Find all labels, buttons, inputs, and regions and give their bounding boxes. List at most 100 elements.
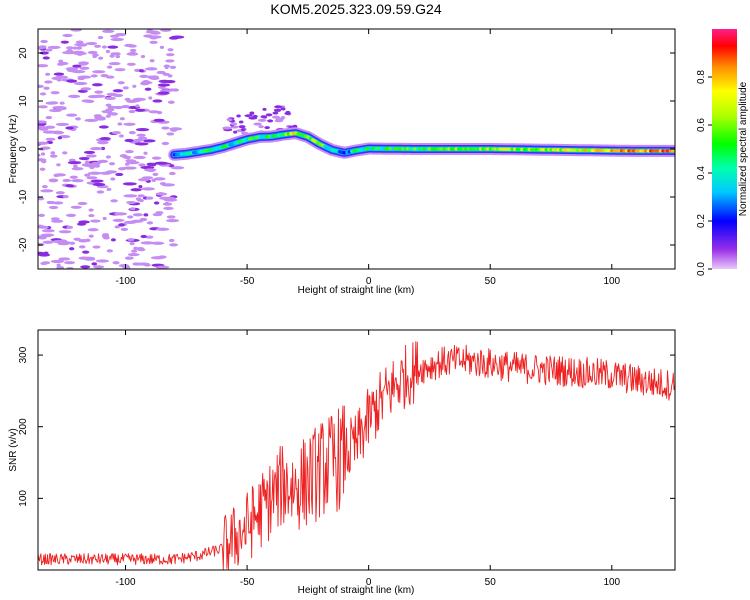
noise-blob — [115, 172, 124, 177]
noise-blob — [133, 138, 144, 143]
noise-blob — [164, 65, 169, 70]
noise-blob — [129, 48, 137, 53]
noise-blob — [105, 155, 111, 159]
noise-blob — [107, 45, 119, 49]
noise-blob — [140, 165, 155, 170]
noise-blob — [66, 113, 78, 117]
noise-blob — [85, 154, 97, 158]
snr-y-tick-label: 100 — [18, 490, 29, 507]
noise-blob — [99, 171, 112, 175]
noise-blob — [88, 208, 94, 212]
noise-blob — [62, 178, 72, 183]
noise-blob — [157, 91, 170, 95]
noise-blob — [40, 92, 47, 96]
colorbar-tick-label: 0.6 — [696, 118, 707, 132]
noise-blob — [50, 91, 60, 95]
noise-blob — [152, 212, 163, 217]
noise-blob — [230, 122, 238, 126]
noise-blob — [90, 219, 101, 223]
noise-blob — [38, 225, 49, 229]
noise-blob — [106, 65, 113, 69]
noise-blob — [80, 87, 92, 91]
noise-blob — [57, 136, 62, 140]
noise-blob — [96, 117, 106, 121]
noise-blob — [97, 159, 109, 163]
noise-blob — [72, 46, 77, 50]
noise-blob — [87, 228, 99, 232]
noise-blob — [140, 54, 146, 59]
spectrogram-y-ticks: -20 -10 0 10 20 — [18, 47, 675, 252]
noise-blob — [82, 250, 90, 254]
snr-x-tick-label: -100 — [116, 577, 136, 588]
noise-blob — [48, 205, 59, 210]
noise-blob — [44, 80, 53, 84]
noise-blob — [87, 50, 98, 55]
noise-blob — [112, 89, 124, 93]
noise-blob — [138, 69, 145, 73]
noise-blob — [88, 234, 94, 238]
noise-blob — [100, 146, 106, 151]
noise-blob — [117, 122, 123, 126]
noise-blob — [124, 43, 135, 48]
noise-blob — [149, 59, 155, 63]
noise-blob — [136, 133, 146, 137]
noise-blob — [105, 75, 115, 79]
noise-blob — [45, 72, 51, 76]
noise-blob — [167, 100, 175, 104]
noise-blob — [59, 101, 65, 105]
noise-blob — [137, 247, 146, 252]
noise-blob — [152, 99, 163, 103]
snr-y-tick-label: 300 — [18, 346, 29, 363]
noise-blob — [123, 220, 137, 224]
noise-blob — [161, 183, 175, 187]
noise-blob — [165, 53, 175, 57]
snr-x-tick-label: 0 — [366, 577, 372, 588]
noise-blob — [62, 151, 68, 155]
noise-blob — [92, 70, 106, 74]
noise-blob — [143, 139, 156, 143]
noise-blob — [38, 213, 45, 217]
noise-blob — [58, 230, 72, 234]
noise-blob — [148, 110, 160, 114]
noise-blob — [148, 96, 153, 100]
noise-blob — [77, 201, 88, 206]
noise-blob — [265, 113, 273, 117]
noise-blob — [161, 141, 170, 146]
noise-blob — [274, 105, 283, 109]
noise-blob — [240, 128, 246, 132]
noise-blob — [137, 178, 149, 182]
noise-blob — [171, 88, 180, 92]
noise-blob — [253, 122, 262, 126]
noise-blob — [40, 39, 48, 44]
noise-blob — [145, 196, 154, 200]
noise-blob — [53, 72, 65, 76]
noise-blob — [49, 154, 58, 158]
noise-blob — [280, 107, 286, 111]
noise-blob — [238, 120, 244, 124]
noise-blob — [52, 239, 64, 244]
noise-blob — [92, 182, 106, 187]
noise-blob — [41, 160, 47, 164]
noise-blob — [114, 225, 120, 229]
noise-blob — [106, 187, 112, 191]
noise-blob — [56, 263, 61, 267]
noise-blob — [153, 118, 165, 122]
noise-blob — [147, 168, 156, 173]
spectrogram-x-tick-label: -50 — [240, 276, 255, 287]
spectrogram-x-tick-label: -100 — [116, 276, 136, 287]
noise-blob — [62, 33, 73, 38]
noise-blob — [129, 207, 136, 211]
noise-blob — [110, 112, 118, 116]
noise-blob — [127, 252, 140, 257]
noise-blob — [69, 247, 75, 251]
noise-blob — [101, 233, 110, 237]
noise-blob — [258, 125, 264, 129]
noise-blob — [140, 82, 150, 86]
noise-blob — [48, 179, 58, 183]
noise-blob — [117, 81, 125, 85]
noise-blob — [40, 261, 48, 266]
noise-blob — [38, 46, 46, 50]
noise-blob — [165, 59, 175, 63]
noise-blob — [62, 195, 69, 199]
